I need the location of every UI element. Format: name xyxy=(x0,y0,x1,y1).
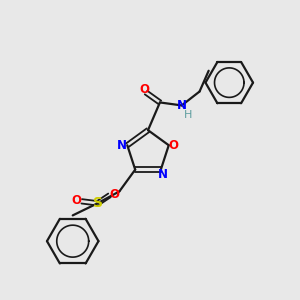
Text: O: O xyxy=(139,83,149,96)
Text: O: O xyxy=(169,139,179,152)
Text: O: O xyxy=(110,188,119,201)
Text: N: N xyxy=(158,168,168,181)
Text: N: N xyxy=(177,99,187,112)
Text: H: H xyxy=(184,110,192,120)
Text: O: O xyxy=(72,194,82,207)
Text: S: S xyxy=(93,196,103,210)
Text: N: N xyxy=(117,139,127,152)
